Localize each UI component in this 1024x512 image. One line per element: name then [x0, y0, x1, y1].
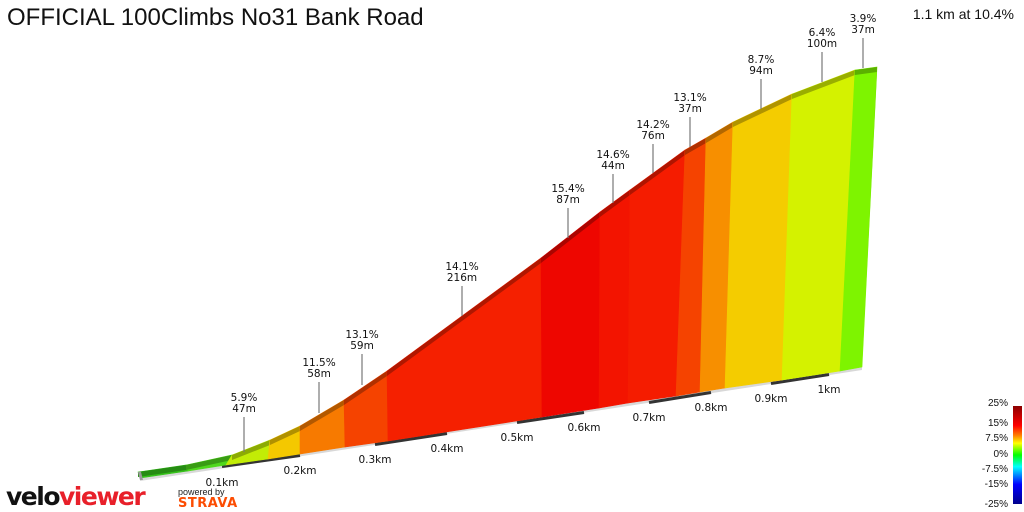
distance-tick-label: 0.9km — [754, 393, 787, 405]
segment-length-label: 47m — [232, 403, 256, 415]
profile-end-face — [862, 67, 877, 367]
segment-top-edge — [300, 400, 344, 431]
distance-stripe — [221, 454, 301, 468]
segment-top-edge — [387, 258, 541, 376]
distance-stripe — [516, 411, 585, 424]
veloviewer-logo: veloviewer — [6, 482, 146, 511]
segment-gradient-label: 14.2% — [636, 119, 669, 131]
distance-tick-label: 0.3km — [358, 454, 391, 466]
legend-tick: 25% — [987, 398, 1008, 409]
distance-tick-label: 0.2km — [283, 465, 316, 477]
segment-top-edge — [630, 150, 685, 195]
segment-length-label: 44m — [601, 160, 625, 172]
gradient-segment — [540, 211, 601, 418]
segment-top-edge — [186, 455, 232, 470]
profile-start-cap — [138, 472, 143, 480]
segment-gradient-label: 13.1% — [673, 92, 706, 104]
logo-text-viewer: viewer — [59, 482, 146, 511]
segment-gradient-label: 15.4% — [551, 183, 584, 195]
chart-title: OFFICIAL 100Climbs No31 Bank Road — [7, 4, 424, 31]
logo-text-velo: velo — [6, 482, 61, 511]
segment-length-label: 37m — [678, 103, 702, 115]
distance-tick-label: 0.4km — [430, 443, 463, 455]
segment-gradient-label: 11.5% — [302, 357, 335, 369]
distance-stripe — [648, 391, 712, 404]
segment-length-label: 100m — [807, 38, 837, 50]
segment-gradient-label: 8.7% — [748, 54, 775, 66]
segment-gradient-label: 14.1% — [445, 261, 478, 273]
distance-baseline — [140, 367, 862, 481]
segment-gradient-label: 5.9% — [231, 392, 258, 404]
segment-top-edge — [600, 190, 630, 217]
segment-length-label: 58m — [307, 368, 331, 380]
gradient-legend: 25% 15% 7.5% 0% -7.5% -15% -25% — [960, 398, 1024, 512]
distance-tick-label: 0.7km — [632, 412, 665, 424]
segment-top-edge — [733, 94, 792, 127]
segment-length-label: 37m — [851, 24, 875, 36]
strava-logo: STRAVA — [178, 496, 238, 511]
legend-tick: 0% — [993, 449, 1008, 460]
distance-tick-label: 0.8km — [694, 402, 727, 414]
legend-tick: 7.5% — [985, 433, 1008, 444]
climb-summary: 1.1 km at 10.4% — [912, 6, 1014, 22]
gradient-color-scale — [1013, 406, 1022, 504]
legend-tick: -15% — [984, 479, 1008, 490]
legend-tick: -25% — [984, 499, 1008, 510]
distance-tick-label: 0.6km — [567, 422, 600, 434]
segment-gradient-label: 6.4% — [809, 27, 836, 39]
segment-top-edge — [855, 67, 877, 75]
segment-top-edge — [706, 122, 733, 143]
segment-top-edge — [792, 70, 855, 99]
legend-tick: -7.5% — [981, 464, 1008, 475]
gradient-segment — [598, 189, 631, 409]
segment-length-label: 87m — [556, 194, 580, 206]
segment-length-label: 59m — [350, 340, 374, 352]
distance-stripe — [374, 432, 448, 446]
distance-tick-label: 1km — [818, 384, 841, 396]
segment-top-edge — [232, 440, 270, 460]
segment-length-label: 216m — [447, 272, 477, 284]
segment-length-label: 76m — [641, 130, 665, 142]
segment-gradient-label: 14.6% — [596, 149, 629, 161]
segment-top-edge — [270, 426, 300, 445]
distance-tick-label: 0.1km — [205, 477, 238, 489]
segment-top-edge — [541, 212, 600, 263]
powered-by-label: powered by — [178, 487, 225, 497]
gradient-segment — [343, 370, 389, 448]
distance-tick-label: 0.5km — [500, 432, 533, 444]
strava-badge: powered by STRAVA — [178, 487, 238, 511]
distance-stripe — [770, 373, 830, 385]
segment-top-edge — [344, 371, 387, 405]
segment-gradient-label: 3.9% — [850, 13, 877, 25]
gradient-segment — [724, 93, 793, 389]
segment-gradient-label: 13.1% — [345, 329, 378, 341]
segment-top-edge — [138, 465, 186, 477]
legend-tick: 15% — [987, 418, 1008, 429]
segment-length-label: 94m — [749, 65, 773, 77]
segment-top-edge — [685, 138, 706, 155]
gradient-segment — [386, 257, 543, 442]
